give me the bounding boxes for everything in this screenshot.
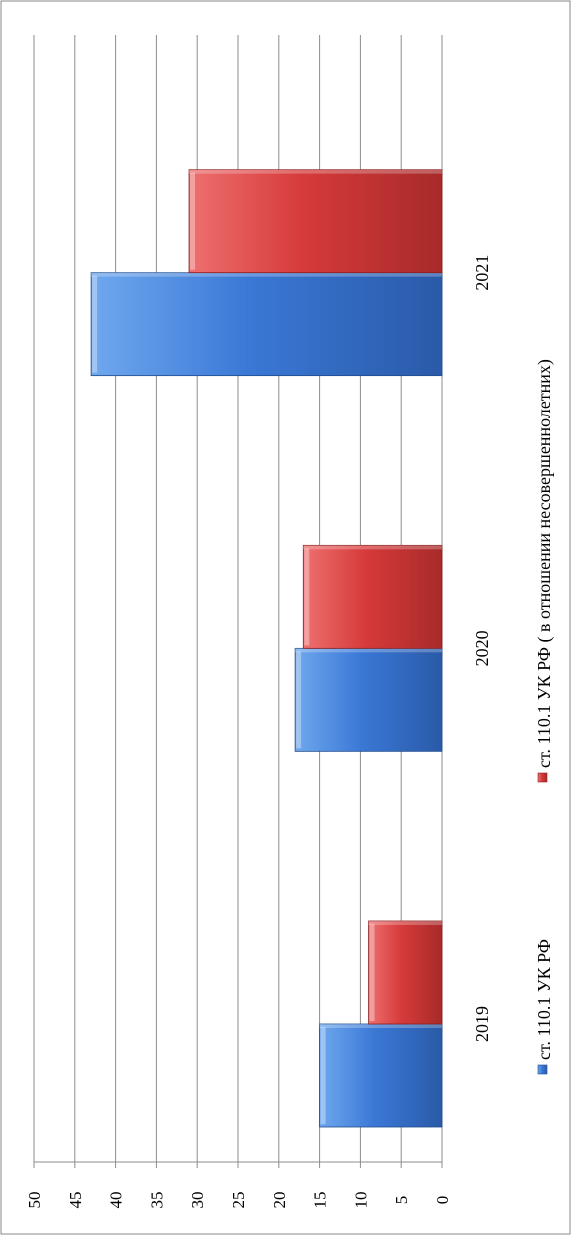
bar-bevel: [320, 1027, 326, 1124]
bar-bevel: [319, 1024, 442, 1028]
bar-bevel: [92, 275, 98, 373]
bar-bevel: [296, 651, 302, 749]
bar-bevel: [295, 648, 442, 653]
bar-bevel: [304, 548, 310, 646]
legend: ст. 110.1 УК РФ ст. 110.1 УК РФ ( в отнош…: [534, 359, 555, 1075]
category-labels: 2019 2020 2021: [472, 255, 492, 1042]
value-tick-label: 45: [66, 1192, 85, 1209]
bar: [90, 272, 443, 377]
legend-swatch: [537, 772, 548, 783]
bar-bevel: [368, 921, 442, 925]
bar-bevel: [190, 172, 196, 270]
bar: [302, 544, 443, 649]
bar-bevel: [303, 545, 442, 550]
value-tick-label: 15: [311, 1192, 330, 1209]
value-tick-label: 20: [270, 1192, 289, 1209]
bar: [188, 169, 443, 274]
value-tick-label: 35: [147, 1192, 166, 1209]
bar-bevel: [189, 169, 442, 174]
value-tick-label: 30: [188, 1192, 207, 1209]
bar-bevel: [369, 924, 375, 1021]
category-label: 2019: [472, 1006, 492, 1042]
legend-label: ст. 110.1 УК РФ ( в отношении несовершен…: [534, 359, 555, 768]
value-tick-label: 5: [392, 1196, 411, 1205]
category-label: 2020: [472, 630, 492, 666]
bar: [368, 920, 443, 1025]
legend-label: ст. 110.1 УК РФ: [534, 939, 554, 1060]
value-tick-labels: 0 5 10 15 20 25 30 35 40 45 50: [25, 1192, 452, 1209]
bars: [90, 169, 443, 1128]
bar: [294, 647, 443, 752]
legend-swatch: [537, 1064, 548, 1075]
value-tick-label: 25: [229, 1192, 248, 1209]
bar: [319, 1023, 443, 1128]
value-tick-label: 50: [25, 1192, 44, 1209]
value-tick-label: 0: [433, 1196, 452, 1205]
bar-bevel: [91, 272, 443, 277]
value-tick-label: 40: [107, 1192, 126, 1209]
category-label: 2021: [472, 255, 492, 291]
value-tick-label: 10: [351, 1192, 370, 1209]
